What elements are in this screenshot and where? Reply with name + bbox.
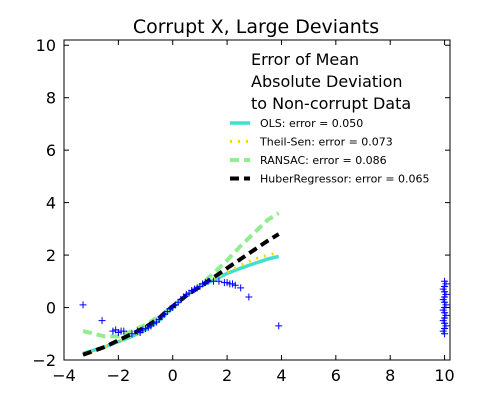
legend-title-line: to Non-corrupt Data [251, 94, 411, 113]
scatter-point [439, 285, 447, 293]
legend: Error of Mean Absolute Deviation to Non-co… [230, 50, 430, 186]
x-tick-label: −2 [107, 366, 131, 385]
x-tick-label: 10 [434, 366, 454, 385]
scatter-points [79, 277, 450, 338]
scatter-point [442, 322, 450, 330]
scatter-point [275, 322, 283, 330]
y-tick-label: −2 [32, 351, 56, 370]
legend-label-huberregressor: HuberRegressor: error = 0.065 [260, 173, 430, 186]
scatter-point [442, 280, 450, 288]
y-tick-label: 10 [36, 36, 56, 55]
scatter-point [79, 301, 87, 309]
chart-title: Corrupt X, Large Deviants [133, 16, 379, 38]
y-tick-label: 0 [46, 299, 56, 318]
scatter-point [128, 330, 136, 338]
legend-title-line: Error of Mean [251, 50, 359, 69]
scatter-point [442, 290, 450, 298]
y-tick-label: 4 [46, 194, 56, 213]
legend-label-ransac: RANSAC: error = 0.086 [260, 154, 387, 167]
scatter-point [231, 281, 239, 289]
x-tick-label: −4 [52, 366, 76, 385]
x-tick-label: 0 [168, 366, 178, 385]
scatter-point [439, 306, 447, 314]
legend-label-ols: OLS: error = 0.050 [260, 117, 363, 130]
x-tick-label: 6 [331, 366, 341, 385]
x-tick-label: 2 [222, 366, 232, 385]
series-line-theil-sen [82, 251, 280, 357]
legend-title-line: Absolute Deviation [251, 72, 403, 91]
scatter-point [439, 327, 447, 335]
y-tick-label: 8 [46, 89, 56, 108]
scatter-point [215, 277, 223, 285]
scatter-point [439, 296, 447, 304]
scatter-point [245, 293, 253, 301]
scatter-point [442, 311, 450, 319]
scatter-point [120, 327, 128, 335]
axes-frame [63, 39, 451, 361]
y-tick-label: 6 [46, 141, 56, 160]
scatter-point [439, 317, 447, 325]
legend-label-theil-sen: Theil-Sen: error = 0.073 [259, 136, 393, 149]
x-tick-label: 8 [385, 366, 395, 385]
y-tick-label: 2 [46, 246, 56, 265]
scatter-point [98, 317, 106, 325]
x-tick-label: 4 [276, 366, 286, 385]
scatter-point [237, 284, 245, 292]
